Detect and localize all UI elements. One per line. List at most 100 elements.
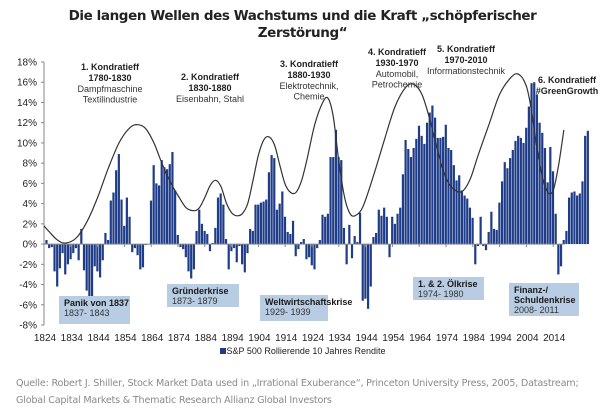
y-tick-label: 10% — [17, 138, 37, 149]
bar — [144, 244, 147, 246]
bar — [353, 235, 356, 245]
bar — [407, 148, 410, 245]
bar — [554, 213, 557, 245]
bar — [267, 172, 271, 245]
bar — [208, 244, 212, 252]
bar — [72, 244, 75, 254]
y-tick-label: -2% — [19, 260, 37, 271]
bar — [107, 240, 110, 245]
bar — [546, 182, 549, 245]
bar — [115, 170, 118, 245]
bar — [442, 136, 445, 245]
bar — [506, 168, 509, 245]
bar — [187, 244, 190, 272]
wave-annotation-detail: Informationstechnik — [427, 66, 506, 76]
bar — [171, 152, 174, 245]
bar — [163, 167, 166, 245]
bar — [420, 135, 423, 245]
bar — [356, 242, 359, 245]
bar — [168, 164, 171, 245]
legend: S&P 500 Rollierende 10 Jahres Rendite — [0, 346, 605, 356]
bar — [495, 229, 498, 245]
bar — [53, 244, 56, 272]
x-tick-label: 1914 — [275, 333, 298, 344]
crisis-box — [509, 283, 579, 316]
wave-annotation: 3. Kondratieff1880-1930Elektrotechnik,Ch… — [279, 59, 339, 102]
bar — [337, 157, 340, 245]
bar — [567, 197, 571, 245]
bar — [230, 244, 233, 252]
bar — [58, 244, 61, 269]
bar — [85, 244, 88, 291]
y-axis: 18% 16% 14% 12% 10% 8% 6% 4% 2% 0% -2% -4% -6% -8% — [17, 58, 45, 332]
x-tick-label: 2004 — [516, 333, 539, 344]
bar — [535, 94, 539, 245]
y-tick-label: 6% — [23, 179, 38, 190]
bar — [538, 122, 541, 245]
bar — [90, 244, 94, 299]
crisis-period: 1837- 1843 — [64, 308, 110, 318]
wave-annotation-title: 3. Kondratieff — [280, 59, 339, 69]
bar — [93, 244, 96, 267]
crisis-title: Schuldenkrise — [514, 295, 576, 305]
bar — [104, 232, 107, 245]
bar — [203, 230, 206, 245]
bar — [88, 244, 91, 300]
wave-annotation: 6. Kondratieff#GreenGrowth — [536, 75, 599, 96]
bar — [549, 146, 552, 245]
x-tick-label: 1864 — [141, 333, 164, 344]
bar — [294, 244, 297, 257]
wave-annotation-detail: Dampfmaschine — [77, 84, 142, 94]
bar — [372, 237, 375, 245]
bar — [326, 213, 329, 245]
x-tick-label: 1944 — [355, 333, 378, 344]
bar — [519, 137, 522, 245]
bar — [342, 227, 346, 245]
wave-annotation-title: 4. Kondratieff — [368, 47, 427, 57]
bar — [490, 211, 493, 245]
bar — [251, 230, 254, 245]
chart-title-line-1: Die langen Wellen des Wachstums und die … — [68, 8, 537, 24]
bar — [348, 224, 351, 245]
bar — [257, 204, 260, 245]
bar — [117, 154, 120, 245]
bar — [227, 244, 230, 270]
bar — [299, 242, 303, 245]
y-tick-label: -8% — [19, 321, 37, 332]
x-tick-label: 1984 — [463, 333, 486, 344]
crisis-period: 1974- 1980 — [418, 289, 464, 299]
bar — [511, 150, 514, 245]
bar — [578, 193, 581, 245]
bar — [431, 105, 434, 245]
bar — [393, 223, 396, 245]
bar — [259, 202, 262, 245]
bar — [428, 112, 431, 245]
bar — [123, 225, 126, 245]
bar — [141, 244, 145, 268]
x-tick-label: 1994 — [489, 333, 512, 344]
wave-annotation-detail: Automobil, — [376, 69, 419, 79]
bar — [74, 244, 78, 249]
bar — [64, 244, 67, 275]
bar — [160, 160, 163, 245]
bar — [214, 227, 217, 245]
bar — [439, 137, 442, 245]
bar — [482, 244, 485, 247]
bar — [468, 207, 472, 245]
bar — [417, 125, 421, 245]
bar — [487, 231, 490, 245]
bar — [286, 231, 289, 245]
bar — [584, 135, 587, 245]
crisis-title: Panik von 1837 — [64, 298, 129, 308]
bar — [565, 230, 568, 245]
bar — [498, 202, 501, 245]
wave-annotation-detail: Chemie — [293, 92, 324, 102]
bar — [184, 244, 187, 258]
x-axis: 1824 1834 1844 1854 1864 1874 1884 1894 1904 1914… — [34, 333, 566, 344]
crisis-period: 1929- 1939 — [265, 307, 311, 317]
bar — [466, 198, 469, 245]
